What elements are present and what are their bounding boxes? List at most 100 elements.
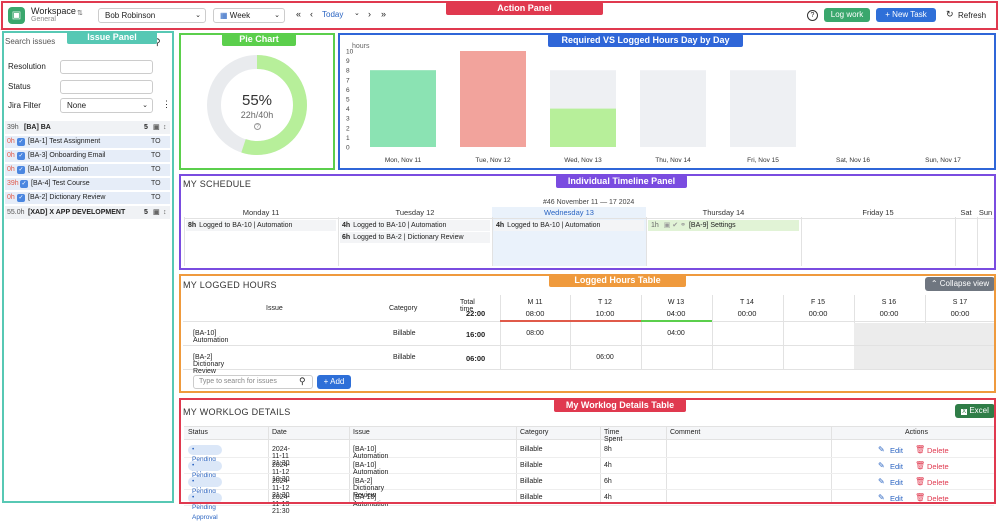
trash-icon[interactable]: 🗑 <box>915 493 926 502</box>
refresh-button[interactable]: Refresh <box>958 11 987 20</box>
sort-icon[interactable]: ↕ <box>163 209 167 216</box>
checkbox-icon[interactable]: ✓ <box>17 138 25 146</box>
resolution-field[interactable] <box>60 60 153 74</box>
planned-entry[interactable]: 1h ▣ ✔ ⚭ [BA-9] Settings <box>648 220 799 231</box>
log-work-button[interactable]: Log work <box>824 8 870 22</box>
excel-button[interactable]: X Excel <box>955 404 995 418</box>
delete-button[interactable]: Delete <box>927 478 949 487</box>
status-label: Status <box>8 82 31 91</box>
row-issue[interactable]: [BA-2] Dictionary Review <box>193 354 225 375</box>
nav-next-next-icon[interactable]: » <box>381 9 387 19</box>
trash-icon[interactable]: 🗑 <box>915 477 926 486</box>
status-field[interactable] <box>60 80 153 94</box>
day-divider <box>977 217 978 266</box>
row-time: 6h <box>604 478 612 485</box>
day-label: M 11 <box>527 299 543 306</box>
checkbox-icon[interactable]: ✓ <box>17 152 25 160</box>
row-issue[interactable]: [BA-2] Dictionary Review <box>353 478 385 499</box>
edit-icon[interactable]: ✎ <box>878 477 885 486</box>
today-chevron-icon[interactable]: ⌄ <box>354 10 360 17</box>
row-day-value[interactable]: 06:00 <box>596 354 614 361</box>
col-header: Actions <box>905 429 928 436</box>
day-label: T 14 <box>740 299 754 306</box>
new-task-button[interactable]: + New Task <box>876 8 936 22</box>
search-icon[interactable]: ⚲ <box>299 376 306 386</box>
checkbox-icon[interactable]: ✓ <box>17 194 25 202</box>
delete-button[interactable]: Delete <box>927 494 949 503</box>
checkbox-icon[interactable]: ✓ <box>17 166 25 174</box>
nav-prev-icon[interactable]: ‹ <box>310 9 313 19</box>
checkbox-icon[interactable]: ✓ <box>20 180 28 188</box>
row-issue[interactable]: [BA-10] Automation <box>353 494 389 508</box>
group-row[interactable]: 55.0h [XAD] X APP DEVELOPMENT 5 ▣ ↕ <box>5 206 170 219</box>
edit-button[interactable]: Edit <box>890 446 903 455</box>
more-options-icon[interactable]: ⋮ <box>162 99 171 109</box>
jira-filter-select[interactable]: None ⌄ <box>60 98 153 113</box>
issue-search-input[interactable]: Type to search for issues <box>193 375 313 389</box>
group-calendar-icon[interactable]: ▣ <box>153 124 160 131</box>
delete-button[interactable]: Delete <box>927 446 949 455</box>
sort-icon[interactable]: ↕ <box>163 124 167 131</box>
row-issue[interactable]: [BA-10] Automation <box>353 462 389 476</box>
edit-icon[interactable]: ✎ <box>878 461 885 470</box>
search-icon[interactable]: ⚲ <box>154 37 161 47</box>
row-day-value[interactable]: 04:00 <box>667 330 685 337</box>
delete-button[interactable]: Delete <box>927 462 949 471</box>
group-row[interactable]: 39h [BA] BA 5 ▣ ↕ <box>5 121 170 134</box>
nav-prev-prev-icon[interactable]: « <box>296 9 302 19</box>
nav-next-icon[interactable]: › <box>368 9 371 19</box>
y-tick-label: 8 <box>346 68 350 75</box>
add-button[interactable]: + Add <box>317 375 351 389</box>
add-label: Add <box>330 377 345 386</box>
collapse-view-button[interactable]: ⌃ Collapse view <box>925 277 995 291</box>
day-col-divider <box>712 295 713 370</box>
edit-button[interactable]: Edit <box>890 494 903 503</box>
bar-chart-label: Required VS Logged Hours Day by Day <box>548 34 743 47</box>
row-issue[interactable]: [BA-10] Automation <box>193 330 229 344</box>
workspace-name[interactable]: Workspace <box>31 6 76 16</box>
refresh-icon[interactable]: ↻ <box>946 9 954 19</box>
row-day-value[interactable]: 08:00 <box>526 330 544 337</box>
action-panel-label: Action Panel <box>446 2 603 15</box>
workspace-chevron-icon[interactable]: ⇅ <box>77 10 83 17</box>
user-select[interactable]: Bob Robinson ⌄ <box>98 8 206 23</box>
schedule-entry[interactable]: 4h Logged to BA-10 | Automation <box>494 220 644 231</box>
col-category: Category <box>389 305 418 312</box>
view-select[interactable]: ▦ Week ⌄ <box>213 8 285 23</box>
edit-icon[interactable]: ✎ <box>878 445 885 454</box>
search-input[interactable]: Search issues <box>5 37 167 51</box>
workspace-icon[interactable]: ▣ <box>8 7 25 24</box>
item-name: [BA-4] Test Course <box>31 180 90 187</box>
row-issue[interactable]: [BA-10] Automation <box>353 446 389 460</box>
edit-button[interactable]: Edit <box>890 478 903 487</box>
bar-chart: 0 1 2 3 4 5 6 7 8 9 10 Mon, Nov 11 Tue, Nov 12 Wed, N… <box>346 49 961 165</box>
row-category: Billable <box>520 462 543 469</box>
row-date: 2024-11-11 21:30 <box>272 446 290 467</box>
schedule-entry[interactable]: 4h Logged to BA-10 | Automation <box>340 220 490 231</box>
schedule-entry[interactable]: 8h Logged to BA-10 | Automation <box>186 220 336 231</box>
edit-icon[interactable]: ✎ <box>878 493 885 502</box>
col-divider <box>600 426 601 504</box>
x-tick-label: Thu, Nov 14 <box>655 157 691 164</box>
trash-icon[interactable]: 🗑 <box>915 445 926 454</box>
trash-icon[interactable]: 🗑 <box>915 461 926 470</box>
day-col-divider <box>641 295 642 370</box>
group-calendar-icon[interactable]: ▣ <box>153 209 160 216</box>
today-button[interactable]: Today <box>322 10 344 19</box>
y-tick-label: 9 <box>346 58 350 65</box>
help-icon[interactable]: ? <box>807 10 818 21</box>
today-column <box>492 207 646 266</box>
required-bar <box>640 70 706 147</box>
schedule-entry[interactable]: 6h Logged to BA-2 | Dictionary Review <box>340 232 490 243</box>
chevron-up-icon: ⌃ <box>930 279 940 288</box>
table-row <box>184 473 994 474</box>
edit-button[interactable]: Edit <box>890 462 903 471</box>
chevron-down-icon: ⌄ <box>274 12 280 19</box>
x-tick-label: Wed, Nov 13 <box>564 157 602 164</box>
day-underline <box>641 320 712 322</box>
